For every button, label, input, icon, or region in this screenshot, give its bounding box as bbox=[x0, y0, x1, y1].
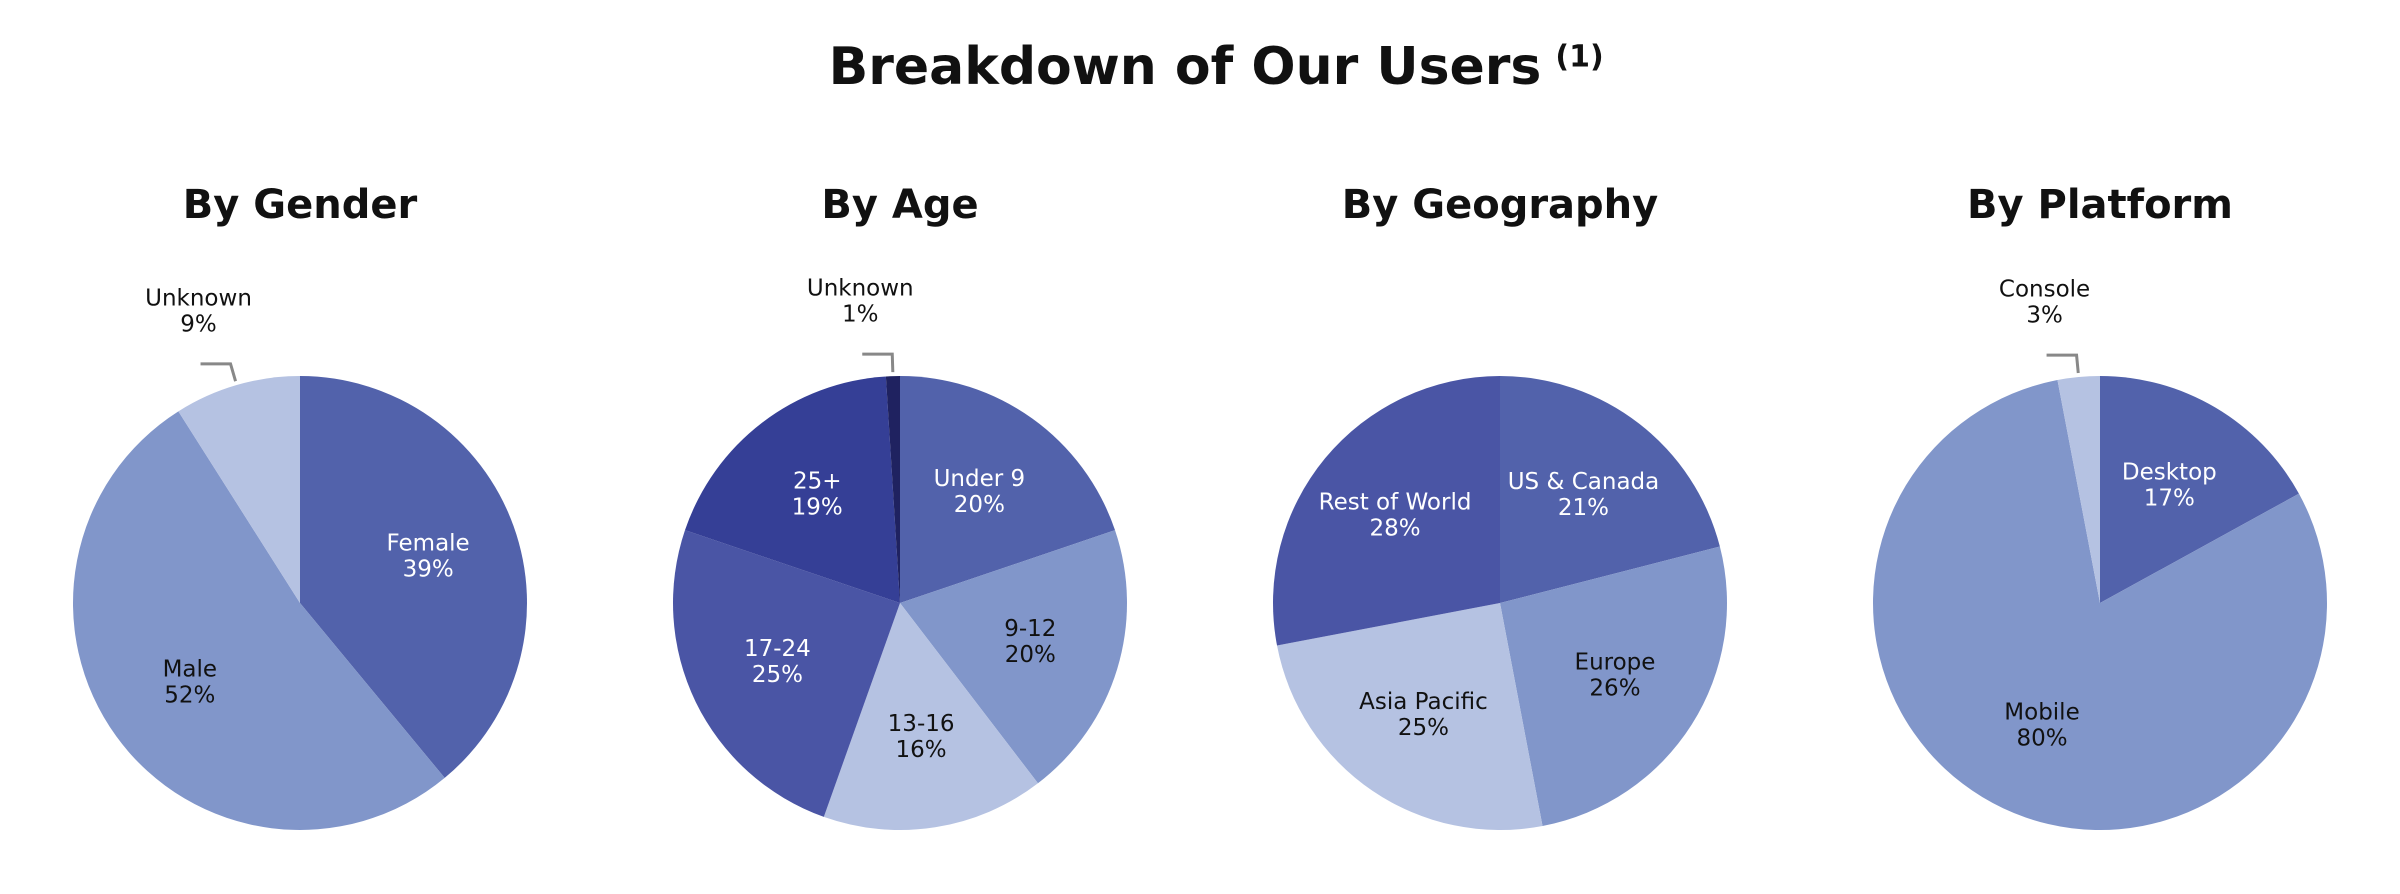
slice-value: 3% bbox=[2026, 303, 2063, 329]
leader-line bbox=[862, 352, 895, 373]
slice-label: Unknown bbox=[145, 285, 252, 311]
leader-line bbox=[2046, 353, 2080, 374]
pie-slice bbox=[885, 376, 900, 603]
slice-value: 21% bbox=[1558, 495, 1609, 521]
slice-label: Desktop bbox=[2122, 459, 2217, 485]
slice-label: 17-24 bbox=[744, 636, 811, 662]
slice-value: 19% bbox=[792, 494, 843, 520]
title-note: (1) bbox=[1555, 40, 1603, 75]
slice-label: Male bbox=[163, 657, 217, 683]
pie-title: By Platform bbox=[1967, 182, 2233, 228]
pie-slice bbox=[72, 411, 445, 831]
slice-value: 25% bbox=[752, 662, 803, 688]
slice-value: 28% bbox=[1369, 516, 1420, 542]
pie-slice bbox=[2057, 376, 2100, 603]
pie-title: By Age bbox=[821, 182, 978, 228]
slice-value: 80% bbox=[2016, 726, 2067, 752]
slice-value: 16% bbox=[896, 737, 947, 763]
slice-label: Female bbox=[387, 530, 470, 556]
slice-value: 9% bbox=[180, 311, 217, 337]
leader-line bbox=[200, 362, 237, 382]
pie-slice bbox=[1873, 380, 2327, 830]
pie-slice bbox=[900, 530, 1127, 784]
slice-label: 9-12 bbox=[1004, 616, 1056, 642]
slice-label: Asia Pacific bbox=[1359, 689, 1488, 715]
slice-label: 13-16 bbox=[888, 711, 955, 737]
pie-slice bbox=[672, 530, 900, 817]
slice-value: 20% bbox=[1005, 642, 1056, 668]
page-title: Breakdown of Our Users bbox=[829, 37, 1542, 97]
pie-slice bbox=[2100, 376, 2299, 603]
pie-slice bbox=[1272, 375, 1500, 646]
slice-label: 25+ bbox=[793, 468, 842, 494]
slice-label: Under 9 bbox=[934, 466, 1026, 492]
pie-slice bbox=[178, 376, 300, 603]
pie-slice bbox=[684, 376, 900, 603]
pie-title: By Geography bbox=[1342, 182, 1658, 228]
pie-slice bbox=[1500, 546, 1727, 826]
slice-value: 52% bbox=[164, 683, 215, 709]
slice-label: US & Canada bbox=[1508, 469, 1660, 495]
slice-label: Unknown bbox=[807, 276, 914, 302]
slice-value: 26% bbox=[1589, 675, 1640, 701]
slice-value: 17% bbox=[2144, 485, 2195, 511]
slice-label: Rest of World bbox=[1319, 490, 1472, 516]
pie-title: By Gender bbox=[183, 182, 418, 228]
slice-value: 20% bbox=[954, 492, 1005, 518]
pie-slice bbox=[1277, 603, 1543, 830]
pie-slice bbox=[900, 376, 1116, 603]
slice-label: Europe bbox=[1575, 649, 1656, 675]
pie-slice bbox=[823, 603, 1038, 830]
slice-label: Mobile bbox=[2004, 700, 2079, 726]
slice-value: 25% bbox=[1398, 715, 1449, 741]
pie-slice bbox=[300, 376, 527, 778]
slice-value: 1% bbox=[842, 302, 879, 328]
pie-slice bbox=[1500, 376, 1720, 603]
slice-value: 39% bbox=[403, 556, 454, 582]
slice-label: Console bbox=[1999, 277, 2090, 303]
